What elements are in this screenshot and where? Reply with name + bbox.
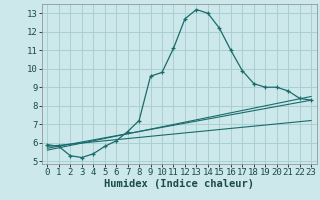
X-axis label: Humidex (Indice chaleur): Humidex (Indice chaleur) bbox=[104, 179, 254, 189]
